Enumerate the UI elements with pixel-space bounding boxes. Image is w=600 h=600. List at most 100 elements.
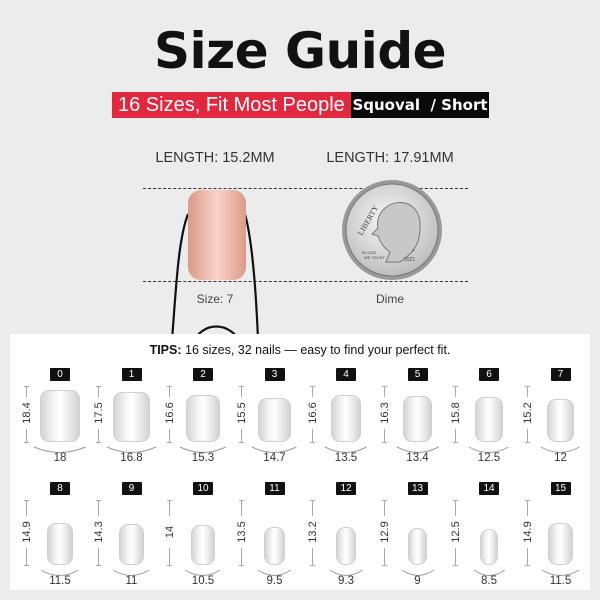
length-value: 14.3 (92, 515, 105, 548)
width-value: 8.5 (481, 575, 497, 587)
banner-shape: Squoval / Short (351, 92, 489, 118)
size-badge: 0 (50, 368, 70, 381)
width-value: 10.5 (191, 575, 215, 587)
width-arc (541, 569, 580, 576)
tick (167, 442, 172, 443)
length-type-label: / Short (430, 96, 488, 114)
tick (310, 565, 315, 566)
shape-label: Squoval (352, 96, 421, 114)
nail-tip (402, 395, 433, 442)
tick (238, 442, 244, 443)
size-badge: 12 (336, 482, 356, 495)
coin-length-label: LENGTH: 17.91MM (326, 150, 454, 166)
width-value: 11.5 (549, 575, 572, 587)
tick (453, 565, 458, 566)
width-value: 9.3 (338, 575, 354, 587)
length-value: 16.6 (164, 397, 176, 429)
size-badge: 13 (407, 482, 428, 495)
width-arc (106, 446, 157, 453)
tips-body: 16 sizes, 32 nails — easy to find your p… (181, 343, 451, 357)
size-badge: 5 (407, 368, 428, 381)
width-arc (257, 569, 292, 576)
width-value: 11 (125, 575, 138, 587)
width-value: 15.3 (191, 452, 215, 464)
finger-illustration (170, 190, 260, 340)
length-value: 15.8 (450, 397, 462, 429)
width-arc (396, 446, 439, 453)
tick (24, 565, 29, 566)
width-value: 13.4 (406, 452, 429, 464)
tick (524, 565, 530, 566)
nail-tip (119, 524, 144, 565)
nail-tip (186, 394, 220, 442)
tick (381, 386, 387, 387)
nail-caption: Size: 7 (196, 292, 234, 306)
width-value: 16.8 (120, 452, 143, 464)
length-value: 14 (164, 515, 176, 548)
svg-text:IN GOD: IN GOD (362, 250, 376, 255)
dime-coin: LIBERTY IN GOD WE TRUST 2021 P (342, 180, 442, 280)
tick (453, 386, 458, 387)
tick (524, 500, 530, 501)
tick (381, 500, 387, 501)
banner-tagline: 16 Sizes, Fit Most People (112, 92, 351, 118)
size-badge: 3 (264, 368, 285, 381)
svg-text:WE TRUST: WE TRUST (364, 255, 385, 260)
page-title: Size Guide (153, 22, 447, 80)
length-value: 18.4 (21, 397, 33, 429)
width-value: 11.5 (49, 575, 71, 587)
tips-label: TIPS: (149, 343, 182, 357)
coin-caption: Dime (375, 292, 404, 306)
width-arc (324, 446, 368, 453)
width-value: 9 (414, 575, 421, 587)
nail-tip (547, 522, 574, 565)
tick (381, 565, 387, 566)
size-badge: 9 (121, 482, 142, 495)
size-badge: 10 (193, 482, 213, 495)
nail-tip (407, 528, 428, 565)
tick (524, 442, 530, 443)
nail-tip (335, 527, 357, 565)
tick (238, 386, 244, 387)
length-value: 12.5 (450, 515, 462, 548)
tick (310, 500, 315, 501)
tick (24, 442, 29, 443)
width-value: 12 (554, 452, 567, 464)
width-arc (252, 446, 297, 453)
width-arc (469, 446, 509, 453)
length-value: 12.9 (378, 515, 391, 548)
tick (310, 386, 315, 387)
nail-tip (479, 529, 499, 565)
size-badge: 1 (121, 368, 142, 381)
length-value: 16.3 (378, 397, 391, 429)
width-arc (329, 569, 363, 576)
length-value: 17.5 (92, 397, 105, 429)
tick (453, 500, 458, 501)
nail-tip (264, 526, 285, 565)
svg-text:P: P (412, 248, 415, 253)
tick (167, 386, 172, 387)
tick (95, 386, 101, 387)
tick (95, 565, 101, 566)
nail-tip (331, 394, 361, 442)
nail-tip (475, 396, 503, 442)
nail-tip (113, 392, 150, 442)
tick (453, 442, 458, 443)
width-arc (401, 569, 434, 576)
tick (238, 565, 244, 566)
banner: 16 Sizes, Fit Most People Squoval / Shor… (112, 92, 489, 118)
length-value: 15.5 (235, 397, 248, 429)
width-value: 13.5 (334, 452, 358, 464)
size-badge: 8 (50, 482, 70, 495)
length-value: 16.6 (307, 397, 319, 429)
length-value: 13.5 (235, 515, 248, 548)
svg-text:2021: 2021 (404, 257, 415, 263)
bottom-dashed-guide (143, 281, 468, 282)
tick (24, 386, 29, 387)
length-value: 14.9 (521, 515, 534, 548)
width-arc (113, 569, 150, 576)
size-badge: 14 (479, 482, 499, 495)
tick (310, 442, 315, 443)
size-badge: 11 (264, 482, 285, 495)
size-badge: 7 (550, 368, 571, 381)
